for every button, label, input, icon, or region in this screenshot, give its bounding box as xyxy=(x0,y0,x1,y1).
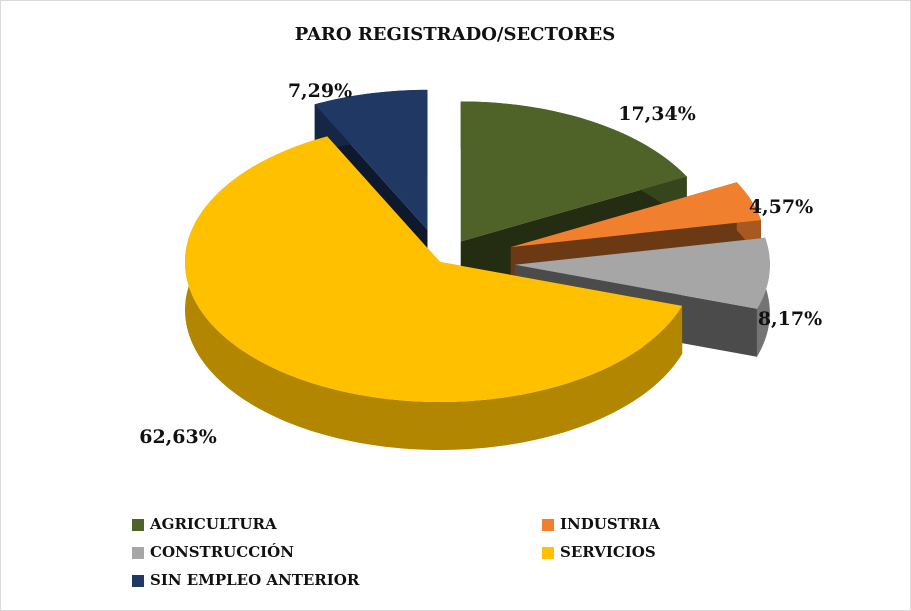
legend-swatch xyxy=(132,575,144,587)
slice xyxy=(510,182,761,248)
legend-swatch xyxy=(132,547,144,559)
slice xyxy=(460,101,687,242)
legend-swatch xyxy=(542,519,554,531)
data-label: 4,57% xyxy=(749,196,813,218)
legend-swatch xyxy=(542,547,554,559)
legend-swatch xyxy=(132,519,144,531)
data-label: 7,29% xyxy=(288,80,352,102)
slice xyxy=(514,237,770,309)
data-label: 8,17% xyxy=(758,308,822,330)
legend-label: SIN EMPLEO ANTERIOR xyxy=(150,571,360,589)
legend-label: SERVICIOS xyxy=(560,543,656,561)
data-label: 17,34% xyxy=(618,103,696,125)
slice xyxy=(314,89,428,230)
slice xyxy=(185,136,683,402)
legend-label: CONSTRUCCIÓN xyxy=(150,543,294,561)
legend-label: AGRICULTURA xyxy=(149,515,277,533)
slice-group xyxy=(185,136,683,450)
chart-title: PARO REGISTRADO/SECTORES xyxy=(295,24,616,45)
data-label: 62,63% xyxy=(139,426,217,448)
legend-label: INDUSTRIA xyxy=(560,515,660,533)
